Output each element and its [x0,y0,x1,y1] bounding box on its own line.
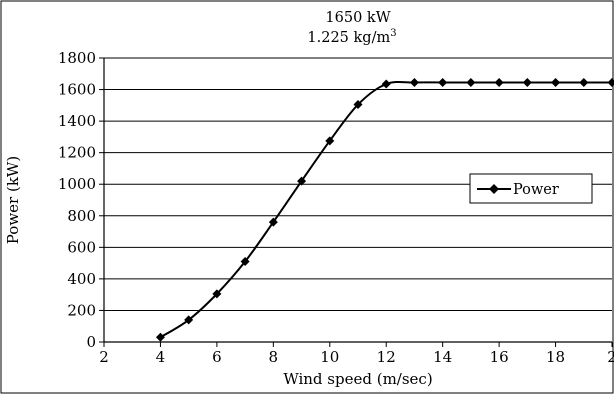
x-tick-label-10: 10 [320,348,339,366]
y-tick-label-1200: 1200 [58,144,96,162]
chart-title-line2-sup: 3 [390,28,396,39]
data-point-x4 [155,332,165,342]
data-point-x11 [353,100,363,110]
chart-title-line2-main: 1.225 kg/m [307,30,390,46]
data-point-x17 [522,77,532,87]
y-tick-label-0: 0 [86,333,96,351]
legend-diamond-marker [489,184,499,194]
data-point-x13 [409,77,419,87]
series-power [155,77,614,342]
chart-title-line2: 1.225 kg/m3 [307,28,396,46]
chart-title-line1: 1650 kW [325,10,390,26]
chart-title: 1650 kW 1.225 kg/m3 [307,10,396,46]
data-point-x20 [607,77,614,87]
data-point-x5 [184,315,194,325]
x-tick-label-14: 14 [433,348,452,366]
x-tick-label-20: 2 [607,348,614,366]
y-tick-label-1400: 1400 [58,112,96,130]
data-point-x7 [240,257,250,267]
x-tick-label-16: 16 [490,348,509,366]
grid-lines [104,57,612,311]
x-tick-label-12: 12 [377,348,396,366]
data-point-x12 [381,79,391,89]
data-point-x9 [297,176,307,186]
x-tick-label-18: 18 [546,348,565,366]
x-tick-label-6: 6 [212,348,222,366]
legend: Power [469,173,593,204]
legend-label-power: Power [513,182,559,198]
y-tick-label-800: 800 [67,207,96,225]
y-axis-title: Power (kW) [4,156,22,244]
data-point-x15 [466,77,476,87]
y-tick-label-1000: 1000 [58,175,96,193]
data-point-x19 [579,77,589,87]
y-tick-label-400: 400 [67,270,96,288]
x-tick-label-8: 8 [269,348,279,366]
y-tick-labels: 0 200 400 600 800 1000 1200 1400 1600 1800 [58,49,96,351]
y-tick-label-1600: 1600 [58,81,96,99]
y-tick-label-1800: 1800 [58,49,96,67]
x-tick-label-4: 4 [156,348,166,366]
x-tick-label-2: 2 [99,348,109,366]
data-point-x14 [438,77,448,87]
y-tick-label-200: 200 [67,301,96,319]
data-point-x10 [325,136,335,146]
x-axis-title: Wind speed (m/sec) [283,370,432,388]
data-point-x18 [551,77,561,87]
data-point-x8 [268,217,278,227]
axes [99,57,613,347]
data-point-x16 [494,77,504,87]
y-tick-label-600: 600 [67,238,96,256]
data-point-x6 [212,289,222,299]
x-tick-labels: 2 4 6 8 10 12 14 16 18 2 [99,348,614,366]
